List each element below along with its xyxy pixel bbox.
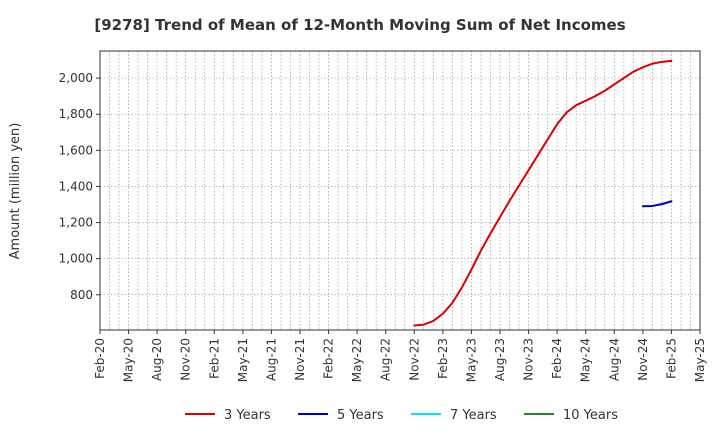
x-tick-label: Feb-21 [207,338,221,379]
legend-label: 7 Years [450,408,497,423]
legend-label: 5 Years [337,408,384,423]
legend-label: 3 Years [224,408,271,423]
legend-item-3-years: 3 Years [185,408,271,423]
y-tick-label: 1,400 [59,179,93,193]
series-line-5-years [641,200,673,208]
x-tick-label: May-23 [464,338,478,382]
chart-title: [9278] Trend of Mean of 12-Month Moving … [94,16,625,34]
x-tick-label: May-21 [236,338,250,382]
x-tick-label: May-22 [350,338,364,382]
y-tick-label: 1,600 [59,143,93,157]
x-tick-label: Feb-23 [436,338,450,379]
legend-item-5-years: 5 Years [298,408,384,423]
grid [100,51,700,330]
y-tick-label: 1,200 [59,216,93,230]
x-tick-label: Feb-25 [664,338,678,379]
x-tick-label: Nov-23 [522,338,536,381]
x-tick-label: May-24 [579,338,593,382]
legend-item-7-years: 7 Years [411,408,497,423]
x-ticks: Feb-20 May-20 Aug-20 Nov-20 Feb-21 May-21 Aug-… [93,330,707,382]
x-tick-label: Aug-24 [607,338,621,381]
legend: 3 Years 5 Years 7 Years 10 Years [185,408,618,423]
x-tick-label: Feb-20 [93,338,107,379]
series-lines [413,59,673,327]
x-tick-label: Nov-21 [293,338,307,381]
legend-item-10-years: 10 Years [524,408,618,423]
x-tick-label: May-25 [693,338,707,382]
x-tick-label: Aug-23 [493,338,507,381]
x-tick-label: Nov-24 [636,338,650,381]
y-axis-label: Amount (million yen) [8,123,23,260]
y-tick-label: 2,000 [59,71,93,85]
x-tick-label: Nov-20 [179,338,193,381]
y-ticks: 800 1,000 1,200 1,400 1,600 1,800 2,000 [59,71,100,302]
x-tick-label: Aug-22 [379,338,393,381]
y-tick-label: 1,000 [59,252,93,266]
x-tick-label: Feb-22 [322,338,336,379]
y-tick-label: 800 [70,288,93,302]
x-tick-label: Feb-24 [550,338,564,379]
x-tick-label: Nov-22 [407,338,421,381]
x-tick-label: May-20 [122,338,136,382]
y-tick-label: 1,800 [59,107,93,121]
x-tick-label: Aug-21 [264,338,278,381]
x-tick-label: Aug-20 [150,338,164,381]
legend-label: 10 Years [563,408,618,423]
series-line-3-years [413,59,673,327]
plot-frame [99,50,701,331]
